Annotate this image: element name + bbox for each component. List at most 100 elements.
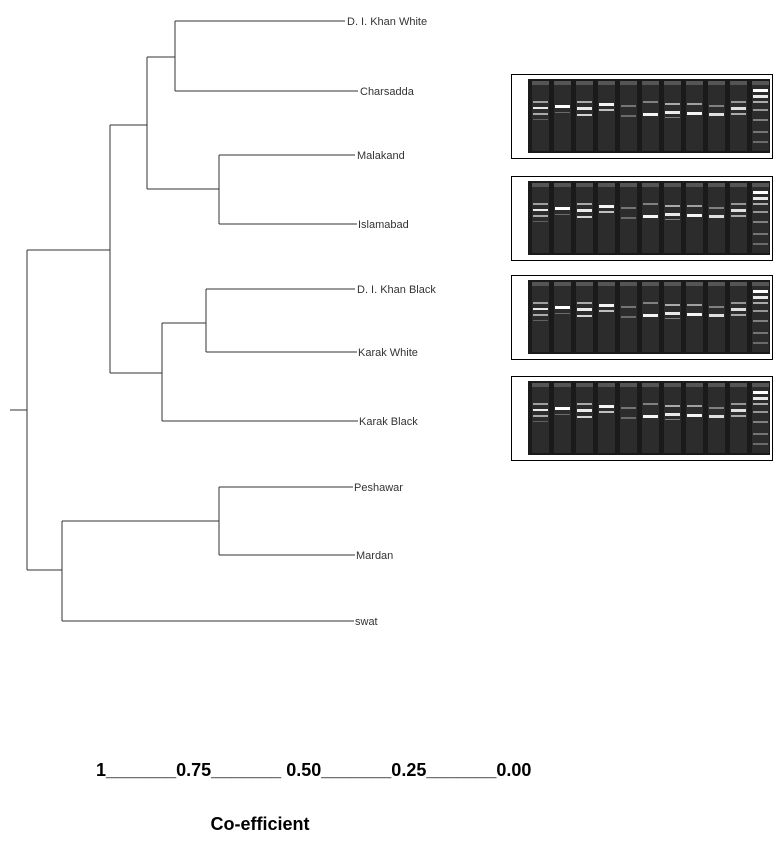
gel-band <box>753 421 768 423</box>
gel-image-4 <box>528 381 770 455</box>
gel-band <box>555 105 570 108</box>
dendrogram: D. I. Khan White Charsadda Malakand Isla… <box>10 16 436 628</box>
gel-band <box>533 113 548 115</box>
gel-band <box>577 114 592 116</box>
gel-band <box>709 314 724 317</box>
gel-band <box>753 403 768 405</box>
gel-band <box>753 342 768 344</box>
gel-band <box>533 308 548 310</box>
gel-band <box>753 131 768 133</box>
gel-lane <box>664 282 681 352</box>
gel-band <box>577 101 592 103</box>
leaf-label-islamabad: Islamabad <box>358 219 409 231</box>
gel-band <box>533 403 548 405</box>
gel-band <box>643 403 658 405</box>
gel-band <box>753 203 768 205</box>
gel-band <box>665 312 680 315</box>
gel-band <box>577 107 592 110</box>
gel-band <box>577 216 592 218</box>
gel-band <box>753 233 768 235</box>
gel-lane <box>554 282 571 352</box>
gel-lane <box>598 183 615 253</box>
gel-band <box>665 304 680 306</box>
gel-band <box>731 107 746 110</box>
gel-band <box>665 419 680 420</box>
gel-band <box>687 405 702 407</box>
gel-band <box>599 411 614 413</box>
gel-band <box>665 413 680 416</box>
leaf-label-karak-black: Karak Black <box>359 416 418 428</box>
gel-well <box>664 81 681 85</box>
gel-well <box>532 282 549 286</box>
gel-band <box>665 117 680 118</box>
gel-band <box>643 101 658 103</box>
axis-title: Co-efficient <box>210 814 310 834</box>
gel-band <box>753 119 768 121</box>
gel-band <box>533 409 548 411</box>
gel-band <box>753 211 768 213</box>
gel-band <box>753 332 768 334</box>
gel-lane <box>598 282 615 352</box>
gel-well <box>686 282 703 286</box>
gel-lane <box>686 282 703 352</box>
gel-band <box>665 213 680 216</box>
gel-panel-2 <box>511 176 773 261</box>
gel-band <box>709 306 724 308</box>
leaf-label-charsadda: Charsadda <box>360 86 415 98</box>
gel-well <box>708 81 725 85</box>
gel-band <box>665 205 680 207</box>
gel-band <box>533 101 548 103</box>
gel-lane <box>686 81 703 151</box>
leaf-label-di-khan-white: D. I. Khan White <box>347 16 427 28</box>
gel-lane <box>730 183 747 253</box>
gel-band <box>621 316 636 318</box>
gel-band <box>621 217 636 219</box>
gel-well <box>554 183 571 187</box>
gel-well <box>620 282 637 286</box>
gel-band <box>709 215 724 218</box>
gel-well <box>708 282 725 286</box>
gel-band <box>753 191 768 194</box>
gel-band <box>533 421 548 422</box>
gel-panel-3 <box>511 275 773 360</box>
gel-well <box>532 183 549 187</box>
gel-band <box>643 113 658 116</box>
gel-well <box>730 282 747 286</box>
gel-image-3 <box>528 280 770 354</box>
gel-band <box>753 95 768 98</box>
gel-lane <box>620 383 637 453</box>
gel-band <box>753 397 768 400</box>
gel-well <box>554 282 571 286</box>
gel-lane <box>730 282 747 352</box>
gel-band <box>533 221 548 222</box>
gel-lane <box>752 383 769 453</box>
gel-band <box>555 407 570 410</box>
gel-band <box>599 405 614 408</box>
leaf-label-peshawar: Peshawar <box>354 482 403 494</box>
gel-well <box>576 383 593 387</box>
gel-band <box>687 313 702 316</box>
gel-band <box>555 112 570 113</box>
gel-band <box>621 417 636 419</box>
gel-lane <box>730 81 747 151</box>
gel-band <box>643 314 658 317</box>
gel-well <box>686 383 703 387</box>
gel-band <box>555 313 570 314</box>
gel-well <box>752 183 769 187</box>
gel-band <box>577 203 592 205</box>
gel-band <box>753 197 768 200</box>
gel-band <box>753 411 768 413</box>
gel-band <box>665 111 680 114</box>
gel-band <box>599 310 614 312</box>
gel-well <box>642 183 659 187</box>
gel-image-2 <box>528 181 770 255</box>
gel-lane <box>686 183 703 253</box>
gel-well <box>620 383 637 387</box>
gel-band <box>533 314 548 316</box>
gel-band <box>753 101 768 103</box>
gel-band <box>753 141 768 143</box>
leaf-label-mardan: Mardan <box>356 550 393 562</box>
gel-band <box>731 415 746 417</box>
gel-band <box>709 407 724 409</box>
gel-band <box>731 113 746 115</box>
